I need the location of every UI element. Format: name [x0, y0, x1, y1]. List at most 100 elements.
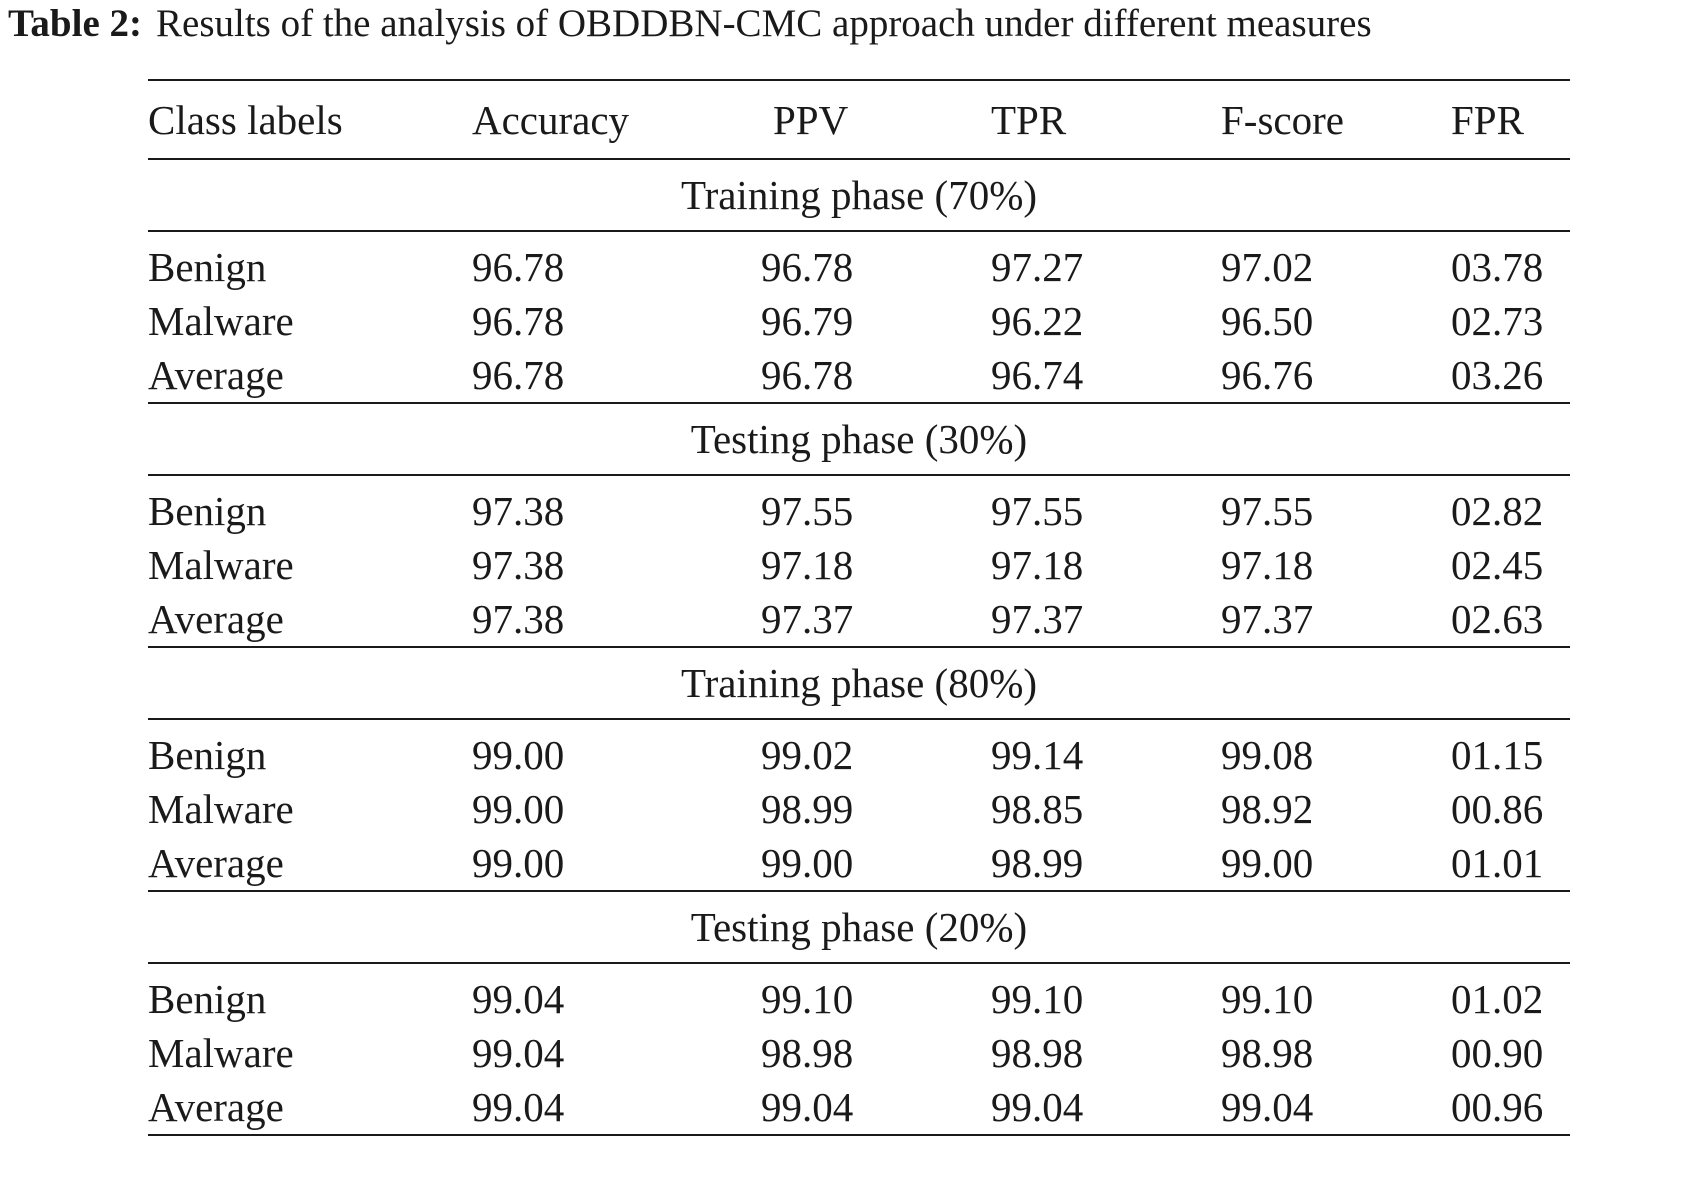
table-row: Average 97.38 97.37 97.37 97.37 02.63	[148, 592, 1570, 647]
cell-fpr: 00.90	[1451, 1030, 1544, 1076]
cell-ppv: 98.99	[761, 786, 854, 832]
cell-accuracy: 99.00	[472, 786, 565, 832]
cell-tpr: 97.37	[991, 596, 1084, 642]
cell-fscore: 99.04	[1221, 1080, 1451, 1136]
table-row: Benign 96.78 96.78 97.27 97.02 03.78	[148, 231, 1570, 294]
cell-fpr: 01.01	[1451, 840, 1544, 886]
cell-tpr: 96.74	[991, 352, 1084, 398]
cell-fpr: 03.78	[1451, 244, 1544, 290]
cell-tpr: 96.22	[991, 298, 1084, 344]
table-row: Benign 99.04 99.10 99.10 99.10 01.02	[148, 963, 1570, 1026]
cell-tpr: 97.18	[991, 542, 1084, 588]
table-section: Testing phase (20%) Benign 99.04 99.10 99.10…	[148, 890, 1570, 1136]
table-row: Average 99.04 99.04 99.04 99.04 00.96	[148, 1080, 1570, 1136]
header-ppv: PPV	[773, 96, 849, 143]
cell-accuracy: 96.78	[472, 244, 565, 290]
cell-fscore: 97.02	[1221, 244, 1314, 290]
cell-label: Malware	[148, 1030, 294, 1076]
cell-ppv: 97.55	[761, 488, 854, 534]
cell-label: Benign	[148, 976, 267, 1022]
cell-fpr: 00.86	[1451, 786, 1544, 832]
section-title: Training phase (70%)	[148, 159, 1570, 232]
header-accuracy: Accuracy	[472, 96, 630, 143]
table-row: Benign 99.00 99.02 99.14 99.08 01.15	[148, 719, 1570, 782]
table-section: Training phase (80%) Benign 99.00 99.02 99.1…	[148, 646, 1570, 891]
cell-fscore: 96.76	[1221, 352, 1314, 398]
table-section: Training phase (70%) Benign 96.78 96.78 97.2…	[148, 159, 1570, 403]
cell-fscore: 99.10	[1221, 976, 1314, 1022]
cell-tpr: 99.04	[991, 1080, 1221, 1136]
cell-accuracy: 97.38	[472, 596, 565, 642]
section-title: Testing phase (20%)	[148, 890, 1570, 964]
cell-label: Average	[148, 840, 284, 886]
cell-fscore: 96.50	[1221, 298, 1314, 344]
section-header-row: Training phase (70%)	[148, 159, 1570, 232]
cell-tpr: 99.10	[991, 976, 1084, 1022]
cell-label: Average	[148, 352, 284, 398]
cell-tpr: 97.55	[991, 488, 1084, 534]
caption-label: Table 2:	[8, 2, 143, 45]
cell-ppv: 98.98	[761, 1030, 854, 1076]
cell-fscore: 99.00	[1221, 840, 1314, 886]
table-row: Average 96.78 96.78 96.74 96.76 03.26	[148, 348, 1570, 403]
section-title: Testing phase (30%)	[148, 402, 1570, 476]
cell-fscore: 97.55	[1221, 488, 1314, 534]
cell-ppv: 96.78	[761, 352, 854, 398]
cell-label: Malware	[148, 786, 294, 832]
section-header-row: Training phase (80%)	[148, 646, 1570, 720]
cell-accuracy: 96.78	[472, 298, 565, 344]
cell-tpr: 98.99	[991, 840, 1084, 886]
cell-fscore: 97.18	[1221, 542, 1314, 588]
cell-fscore: 98.92	[1221, 786, 1314, 832]
table-row: Malware 96.78 96.79 96.22 96.50 02.73	[148, 294, 1570, 348]
cell-fpr: 02.45	[1451, 542, 1544, 588]
cell-label: Benign	[148, 732, 267, 778]
table-caption: Table 2: Results of the analysis of OBDDB…	[8, 0, 1372, 48]
cell-ppv: 96.79	[761, 298, 854, 344]
section-header-row: Testing phase (20%)	[148, 890, 1570, 964]
cell-ppv: 97.37	[761, 596, 854, 642]
section-header-row: Testing phase (30%)	[148, 402, 1570, 476]
cell-fscore: 98.98	[1221, 1030, 1314, 1076]
cell-label: Benign	[148, 244, 267, 290]
cell-accuracy: 99.00	[472, 732, 565, 778]
cell-ppv: 99.02	[761, 732, 854, 778]
cell-accuracy: 96.78	[472, 352, 565, 398]
cell-fpr: 00.96	[1451, 1080, 1570, 1136]
table-header-row: Class labels Accuracy PPV TPR F-score FP…	[148, 80, 1570, 159]
header-fscore: F-score	[1221, 96, 1344, 143]
cell-fpr: 03.26	[1451, 352, 1544, 398]
cell-ppv: 99.10	[761, 976, 854, 1022]
cell-accuracy: 99.04	[472, 976, 565, 1022]
results-table-container: Class labels Accuracy PPV TPR F-score FP…	[148, 79, 1570, 1136]
table-section: Testing phase (30%) Benign 97.38 97.55 97.55…	[148, 402, 1570, 647]
cell-tpr: 99.14	[991, 732, 1084, 778]
cell-ppv: 96.78	[761, 244, 854, 290]
cell-ppv: 99.00	[761, 840, 854, 886]
cell-accuracy: 99.04	[472, 1030, 565, 1076]
header-tpr: TPR	[991, 96, 1067, 143]
cell-tpr: 98.85	[991, 786, 1084, 832]
cell-accuracy: 97.38	[472, 488, 565, 534]
table-row: Average 99.00 99.00 98.99 99.00 01.01	[148, 836, 1570, 891]
cell-accuracy: 97.38	[472, 542, 565, 588]
cell-label: Malware	[148, 542, 294, 588]
cell-fscore: 97.37	[1221, 596, 1314, 642]
cell-fpr: 02.63	[1451, 596, 1544, 642]
header-fpr: FPR	[1451, 96, 1524, 143]
cell-fpr: 01.15	[1451, 732, 1544, 778]
cell-fpr: 01.02	[1451, 976, 1544, 1022]
cell-fpr: 02.82	[1451, 488, 1544, 534]
cell-label: Average	[148, 1080, 472, 1136]
cell-ppv: 97.18	[761, 542, 854, 588]
cell-accuracy: 99.00	[472, 840, 565, 886]
cell-fpr: 02.73	[1451, 298, 1544, 344]
cell-ppv: 99.04	[761, 1080, 991, 1136]
cell-accuracy: 99.04	[472, 1080, 761, 1136]
table-row: Benign 97.38 97.55 97.55 97.55 02.82	[148, 475, 1570, 538]
table-row: Malware 99.00 98.99 98.85 98.92 00.86	[148, 782, 1570, 836]
cell-label: Benign	[148, 488, 267, 534]
results-table: Class labels Accuracy PPV TPR F-score FP…	[148, 79, 1570, 1136]
table-row: Malware 97.38 97.18 97.18 97.18 02.45	[148, 538, 1570, 592]
section-title: Training phase (80%)	[148, 646, 1570, 720]
